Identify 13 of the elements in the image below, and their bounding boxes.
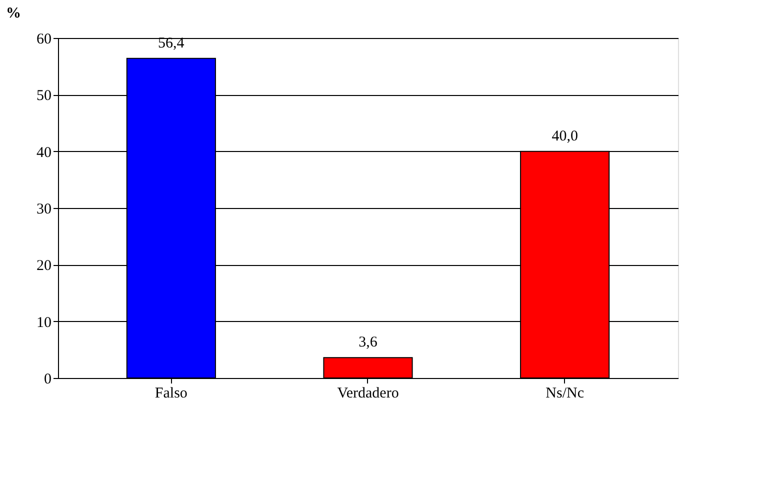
y-tick-label: 40 <box>36 144 52 161</box>
data-label: 40,0 <box>552 128 578 144</box>
x-tick-label: Falso <box>154 386 188 402</box>
x-tick-label: Verdadero <box>337 386 399 402</box>
data-label: 3,6 <box>358 334 378 351</box>
y-tick-label: 60 <box>36 32 52 48</box>
y-tick-label: 10 <box>36 314 52 331</box>
y-tick-label: 20 <box>36 258 52 274</box>
x-tick-label: Ns/Nc <box>546 386 584 402</box>
y-axis-title: % <box>6 6 21 22</box>
y-tick-label: 30 <box>36 202 52 218</box>
y-tick-label: 50 <box>36 88 52 104</box>
y-tick-label: 0 <box>44 372 52 388</box>
